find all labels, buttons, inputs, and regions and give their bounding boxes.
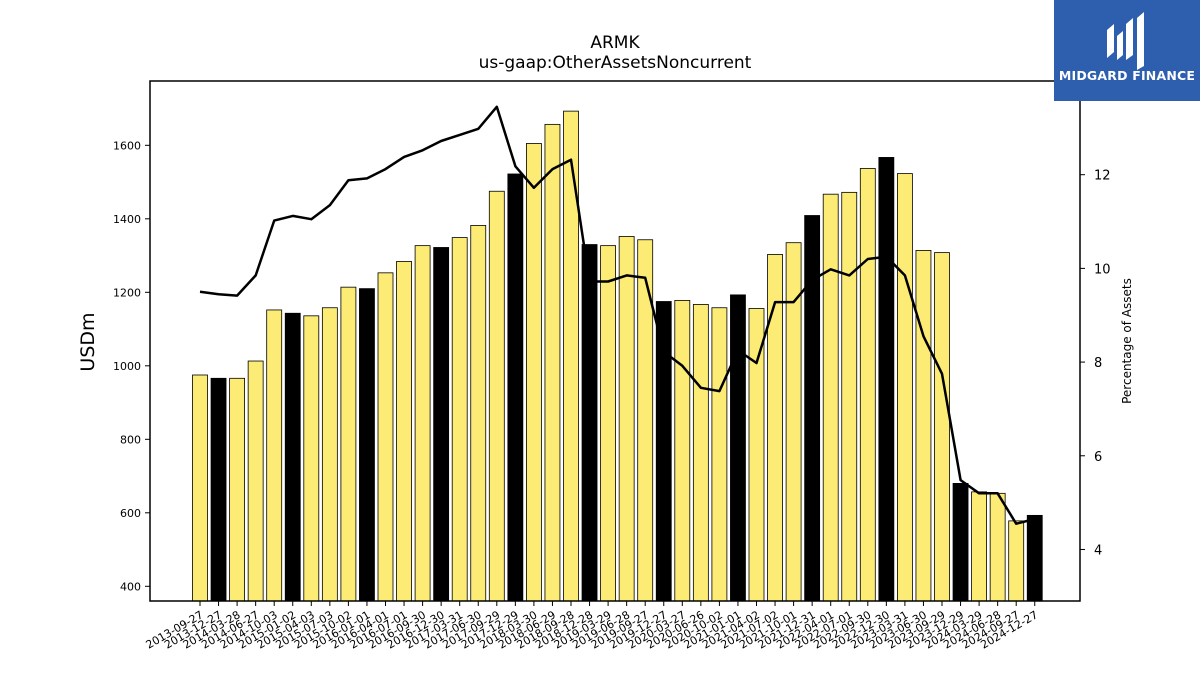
bar	[470, 225, 487, 602]
bar	[674, 299, 691, 602]
bar	[952, 483, 969, 602]
bar	[488, 190, 505, 602]
y-axis-label: USDm	[77, 312, 99, 371]
y-tick-label: 1000	[113, 360, 141, 373]
y2-tick-label: 10	[1094, 262, 1111, 277]
bar	[581, 244, 598, 602]
bar	[359, 288, 375, 602]
bar	[396, 261, 412, 602]
bar	[229, 377, 246, 602]
bar	[934, 252, 950, 602]
bar	[284, 312, 301, 602]
bar	[433, 247, 450, 602]
y-tick-label: 1200	[113, 286, 141, 299]
bar	[692, 304, 709, 602]
bar	[804, 215, 821, 602]
bar	[748, 308, 765, 602]
bar	[247, 360, 264, 602]
bar	[897, 173, 913, 602]
y-tick-label: 1400	[113, 213, 141, 226]
bar	[711, 307, 728, 602]
chart-title: ARMK	[590, 33, 640, 53]
bar	[266, 309, 283, 602]
bar	[210, 377, 227, 602]
series-line-percentage	[199, 105, 1036, 525]
y-tick-label: 400	[120, 580, 141, 593]
brand-logo: MIDGARD FINANCE	[1054, 0, 1200, 101]
bar	[544, 123, 561, 602]
bar	[340, 286, 357, 602]
bar	[1026, 514, 1043, 602]
bar	[321, 307, 338, 602]
bar	[822, 193, 839, 602]
bar	[618, 236, 635, 602]
bar	[192, 374, 208, 602]
logo-text: MIDGARD FINANCE	[1058, 68, 1196, 83]
bar	[303, 315, 320, 602]
bar	[730, 294, 746, 602]
bar	[526, 143, 542, 602]
y2-tick-label: 12	[1094, 169, 1111, 184]
y-tick-label: 800	[120, 433, 141, 446]
bar	[915, 250, 932, 602]
bar	[451, 237, 468, 602]
bar	[655, 301, 672, 602]
y2-tick-label: 6	[1094, 450, 1102, 465]
bar	[1008, 520, 1025, 602]
bar	[859, 168, 876, 602]
bar	[600, 245, 616, 602]
bar	[377, 272, 394, 602]
y2-tick-label: 4	[1094, 543, 1102, 558]
y2-tick-label: 8	[1094, 356, 1102, 371]
y-tick-label: 1600	[113, 139, 141, 152]
y2-axis-label: Percentage of Assets	[1120, 278, 1134, 404]
bar	[878, 157, 895, 602]
plot-frame	[149, 80, 1081, 602]
bar	[414, 245, 431, 602]
bar	[563, 110, 579, 602]
bar	[971, 491, 987, 602]
bar	[989, 492, 1006, 602]
y-tick-label: 600	[120, 507, 141, 520]
chart-subtitle: us-gaap:OtherAssetsNoncurrent	[478, 53, 752, 73]
bar	[507, 173, 524, 602]
bar	[841, 191, 858, 602]
logo-mark-icon	[1107, 12, 1144, 70]
